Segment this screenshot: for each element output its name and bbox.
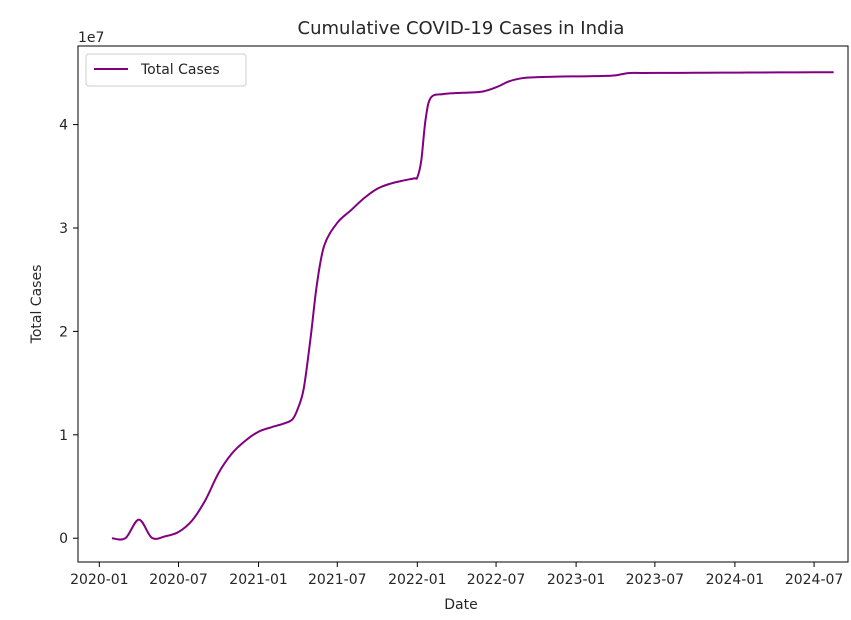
x-tick-label-4: 2022-01 [388, 572, 447, 588]
y-tick-label-1: 1 [59, 428, 68, 444]
x-axis: 2020-01 2020-07 2021-01 2021-07 2022-01 2022-… [70, 562, 843, 588]
series-layer [111, 71, 834, 541]
plot-area [78, 46, 848, 562]
series-line-0 [111, 71, 834, 541]
x-tick-label-0: 2020-01 [70, 572, 129, 588]
y-axis-label: Total Cases [29, 265, 45, 345]
y-scale-label: 1e7 [78, 30, 104, 46]
legend: Total Cases [85, 53, 247, 87]
x-tick-label-6: 2023-01 [547, 572, 606, 588]
x-tick-label-8: 2024-01 [706, 572, 765, 588]
x-tick-label-2: 2021-01 [229, 572, 288, 588]
x-tick-label-9: 2024-07 [785, 572, 844, 588]
x-tick-label-7: 2023-07 [626, 572, 685, 588]
x-tick-label-3: 2021-07 [308, 572, 367, 588]
x-tick-label-5: 2022-07 [467, 572, 526, 588]
x-axis-label: Date [444, 597, 477, 613]
legend-label: Total Cases [140, 62, 220, 78]
plot-frame [77, 45, 849, 563]
y-tick-label-4: 4 [59, 118, 68, 134]
y-tick-label-0: 0 [59, 531, 68, 547]
legend-box [85, 53, 247, 87]
y-tick-label-3: 3 [59, 221, 68, 237]
x-tick-label-1: 2020-07 [149, 572, 208, 588]
y-axis: 0 1 2 3 4 [59, 118, 78, 547]
y-tick-label-2: 2 [59, 324, 68, 340]
chart-title: Cumulative COVID-19 Cases in India [298, 18, 625, 39]
